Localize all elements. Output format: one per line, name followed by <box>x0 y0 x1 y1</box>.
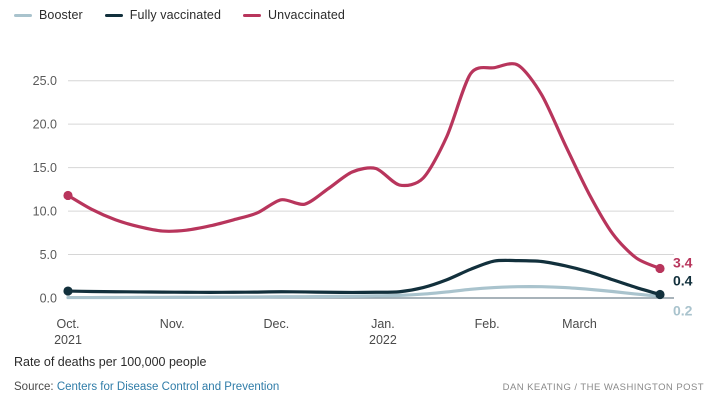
x-axis-tick-oct: Oct. 2021 <box>54 316 82 348</box>
y-axis-tick-label: 0.0 <box>40 292 57 306</box>
chart-source: Source: Centers for Disease Control and … <box>14 381 279 393</box>
end-point-marker-unvaccinated <box>655 263 665 274</box>
end-point-marker-fully-vaccinated <box>655 289 665 300</box>
legend-label-fully-vaccinated: Fully vaccinated <box>129 8 222 22</box>
y-axis-tick-label: 25.0 <box>33 74 57 88</box>
legend-label-unvaccinated: Unvaccinated <box>268 8 345 22</box>
x-axis: Oct. 2021 Nov. Dec. Jan. 2022 Feb. March <box>0 316 720 356</box>
y-axis-labels: 0.0 5.0 10.0 15.0 20.0 25.0 <box>33 74 57 305</box>
x-tick-month: Dec. <box>263 317 290 331</box>
start-point-marker-unvaccinated <box>63 190 73 201</box>
x-axis-tick-feb: Feb. <box>475 316 500 332</box>
y-axis-tick-label: 20.0 <box>33 118 57 132</box>
end-value-label-unvaccinated: 3.4 <box>673 254 693 270</box>
endpoint-markers <box>63 190 665 300</box>
legend-item-unvaccinated: Unvaccinated <box>243 8 345 22</box>
x-tick-year: 2022 <box>369 333 397 347</box>
legend-swatch-fully-vaccinated <box>104 13 123 17</box>
chart-credit: DAN KEATING / THE WASHINGTON POST <box>502 382 704 393</box>
x-tick-month: Nov. <box>159 317 185 331</box>
chart-note: Rate of deaths per 100,000 people <box>14 355 207 369</box>
source-prefix: Source: <box>14 381 57 393</box>
legend-swatch-booster <box>14 13 32 17</box>
legend-item-booster: Booster <box>14 8 83 22</box>
end-value-labels: 3.4 0.4 0.2 <box>673 254 693 318</box>
legend-label-booster: Booster <box>39 8 83 22</box>
series-line-fully-vaccinated <box>66 258 662 297</box>
source-link[interactable]: Centers for Disease Control and Preventi… <box>56 381 280 393</box>
x-axis-tick-dec: Dec. <box>264 316 290 332</box>
x-axis-tick-jan: Jan. 2022 <box>369 316 397 348</box>
y-axis-tick-label: 10.0 <box>33 205 57 219</box>
line-chart-svg: 0.0 5.0 10.0 15.0 20.0 25.0 3.4 0.4 0.2 <box>33 62 693 318</box>
series-group <box>66 62 662 300</box>
x-axis-tick-nov: Nov. <box>160 316 185 332</box>
x-tick-month: Feb. <box>474 317 500 331</box>
series-line-unvaccinated <box>66 62 662 271</box>
series-line-booster <box>66 285 662 300</box>
x-axis-tick-march: March <box>562 316 597 332</box>
x-tick-month: Oct. <box>56 317 80 331</box>
gridlines <box>68 80 674 299</box>
end-value-label-fully-vaccinated: 0.4 <box>673 273 693 289</box>
legend-swatch-unvaccinated <box>243 13 262 17</box>
end-value-label-booster: 0.2 <box>673 302 693 318</box>
legend-item-fully-vaccinated: Fully vaccinated <box>104 8 222 22</box>
x-tick-month: Jan. <box>371 317 395 331</box>
x-tick-month: March <box>562 317 597 331</box>
chart-plot-area: 0.0 5.0 10.0 15.0 20.0 25.0 3.4 0.4 0.2 <box>0 28 720 318</box>
y-axis-tick-label: 5.0 <box>40 248 57 262</box>
start-point-marker-fully-vaccinated <box>63 286 73 296</box>
x-tick-year: 2021 <box>54 333 82 347</box>
chart-legend: Booster Fully vaccinated Unvaccinated <box>14 5 345 25</box>
y-axis-tick-label: 15.0 <box>33 161 57 175</box>
